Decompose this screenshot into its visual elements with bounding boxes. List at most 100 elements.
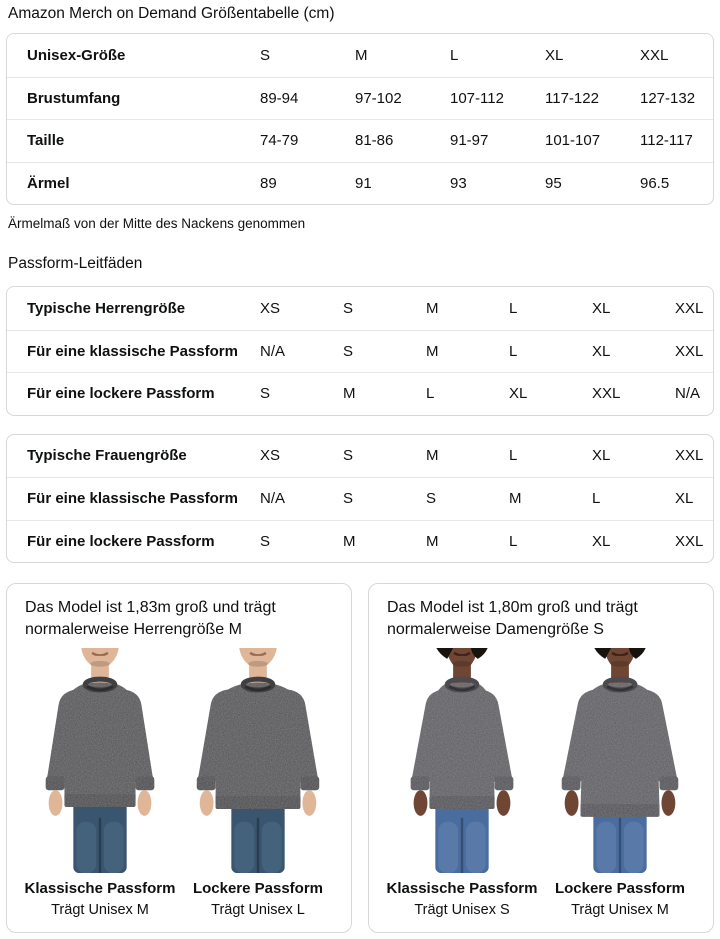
size-value: S [260,46,271,64]
table-row: Taille 74-79 81-86 91-97 101-107 112-117 [7,119,713,162]
table-row: Typische Herrengröße XS S M L XL XXL [7,287,713,330]
fit-table-1: Typische Frauengröße XS S M L XL XXL Für eine k… [6,433,714,563]
size-value: M [509,490,522,508]
row-label: Für eine lockere Passform [27,385,215,403]
size-value: XXL [675,447,704,465]
size-value: M [426,299,439,317]
size-value: N/A [260,490,286,508]
size-value: L [592,490,601,508]
size-value: XXL [675,532,704,550]
size-value: M [426,532,439,550]
size-value: N/A [260,342,286,360]
size-caption: Trägt Unisex M [51,902,149,919]
size-value: L [450,46,459,64]
model-figure: Klassische Passform Trägt Unisex M [21,648,179,918]
size-value: 81-86 [355,132,394,150]
size-value: M [343,385,356,403]
table-row: Typische Frauengröße XS S M L XL XXL [7,435,713,478]
size-value: XS [260,447,281,465]
size-value: S [343,447,354,465]
size-caption: Trägt Unisex M [571,902,669,919]
size-value: XXL [640,46,669,64]
table-row: Für eine klassische Passform N/A S S M L XL [7,477,713,520]
size-value: M [343,532,356,550]
size-value: XXL [675,299,704,317]
size-caption: Trägt Unisex L [211,902,305,919]
model-figures: Klassische Passform Trägt Unisex S [383,648,699,918]
size-value: L [509,532,518,550]
sleeve-measurement-note: Ärmelmaß von der Mitte des Nackens genom… [8,216,306,231]
size-value: XXL [592,385,621,403]
size-value: 96.5 [640,174,670,192]
model-card-women: Das Model ist 1,80m groß und trägt norma… [368,583,714,934]
model-photo-loose-fit [541,648,699,874]
size-value: XL [509,385,528,403]
model-description: Das Model ist 1,80m groß und trägt norma… [387,599,638,638]
size-value: XS [260,299,281,317]
table-row: Für eine lockere Passform S M M L XL XXL [7,519,713,563]
size-value: 97-102 [355,89,402,107]
model-photo-classic-fit [21,648,179,874]
size-value: M [355,46,368,64]
model-figure: Lockere Passform Trägt Unisex M [541,648,699,918]
size-value: L [509,342,518,360]
size-value: 112-117 [640,132,693,150]
model-description: Das Model ist 1,83m groß und trägt norma… [25,599,276,638]
row-label: Für eine lockere Passform [27,532,215,550]
table-row: Ärmel 89 91 93 95 96.5 [7,161,713,205]
row-label: Unisex-Größe [27,46,126,64]
size-value: 89 [260,174,277,192]
model-photo-loose-fit [179,648,337,874]
size-value: M [426,447,439,465]
size-value: 117-122 [545,89,599,107]
table-row: Für eine klassische Passform N/A S M L XL XXL [7,329,713,373]
size-value: XL [592,342,611,360]
model-figures: Klassische Passform Trägt Unisex M [21,648,337,918]
size-value: XL [592,299,611,317]
unisex-size-table: Unisex-Größe S M L XL XXL Brustumfang 89-94 97-1… [6,33,714,205]
size-value: 101-107 [545,132,601,150]
size-value: XL [545,46,564,64]
size-value: XL [675,490,694,508]
size-value: L [509,299,518,317]
size-value: 127-132 [640,89,696,107]
size-value: S [343,490,354,508]
size-value: S [343,299,354,317]
table-row: Brustumfang 89-94 97-102 107-112 117-122 127-… [7,76,713,120]
model-figure: Lockere Passform Trägt Unisex L [179,648,337,918]
fit-caption: Klassische Passform [386,880,538,898]
size-value: 107-112 [450,89,504,107]
size-value: L [426,385,435,403]
fit-caption: Klassische Passform [24,880,176,898]
size-value: XXL [675,342,704,360]
row-label: Brustumfang [27,89,121,107]
row-label: Taille [27,132,65,150]
table-row: Für eine lockere Passform S M L XL XXL N/A [7,372,713,415]
model-cards: Das Model ist 1,83m groß und trägt norma… [6,583,714,934]
size-value: S [260,532,271,550]
size-value: 91 [355,174,372,192]
row-label: Für eine klassische Passform [27,490,238,508]
row-label: Für eine klassische Passform [27,342,238,360]
fit-caption: Lockere Passform [192,880,324,898]
size-value: L [509,447,518,465]
size-value: M [426,342,439,360]
size-value: 89-94 [260,89,299,107]
fit-table-0: Typische Herrengröße XS S M L XL XXL Für eine k… [6,286,714,416]
fit-guides-title: Passform-Leitfäden [8,255,143,272]
size-value: N/A [675,385,701,403]
size-value: S [426,490,437,508]
row-label: Typische Herrengröße [27,299,186,317]
fit-caption: Lockere Passform [554,880,686,898]
size-caption: Trägt Unisex S [414,902,510,919]
size-value: 93 [450,174,467,192]
page-title: Amazon Merch on Demand Größentabelle (cm… [8,5,335,22]
table-row: Unisex-Größe S M L XL XXL [7,34,713,77]
size-value: XL [592,532,611,550]
size-value: S [343,342,354,360]
model-figure: Klassische Passform Trägt Unisex S [383,648,541,918]
model-photo-classic-fit [383,648,541,874]
size-value: 74-79 [260,132,299,150]
row-label: Ärmel [27,174,70,192]
